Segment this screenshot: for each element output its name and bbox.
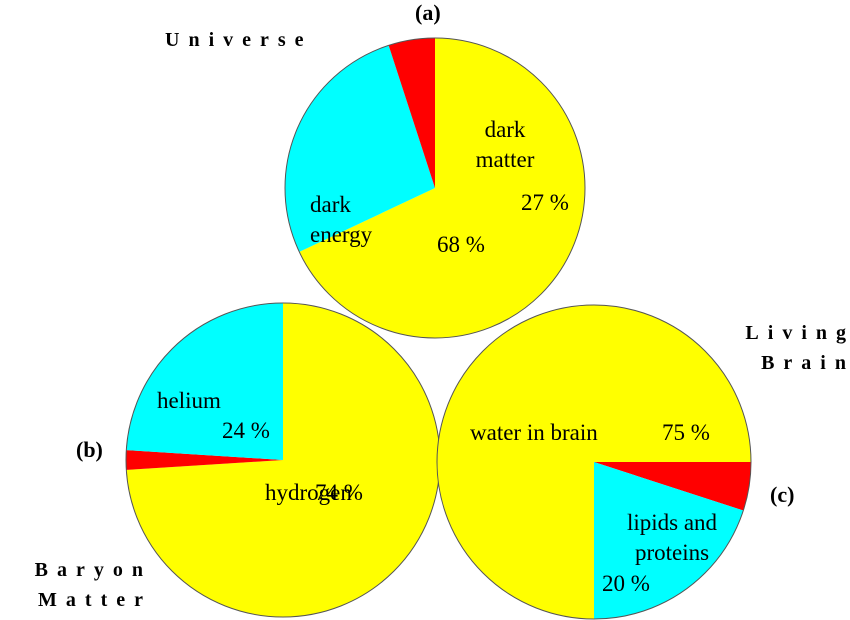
- value-label: 74 %: [315, 480, 363, 505]
- slice-label: hydrogen: [265, 480, 352, 505]
- pie-title: Baryon Matter: [34, 559, 152, 611]
- slice-label: helium: [157, 388, 221, 413]
- value-label: 27 %: [521, 190, 569, 215]
- value-label: 68 %: [437, 232, 485, 257]
- slice-label: lipids and proteins: [626, 510, 718, 565]
- panel-label: (a): [415, 0, 441, 25]
- value-label: 24 %: [222, 418, 270, 443]
- panel-label: (b): [76, 437, 103, 462]
- pie-slice: [388, 38, 435, 188]
- pie-outline: [436, 304, 752, 620]
- slice-label: dark matter: [475, 117, 535, 172]
- slice-label: dark energy: [310, 192, 373, 247]
- value-label: 75 %: [662, 420, 710, 445]
- pie-title: Universe: [165, 29, 313, 51]
- pie-slice: [299, 38, 585, 339]
- pie-slice: [126, 303, 441, 617]
- value-label: 20 %: [602, 571, 650, 596]
- panel-label: (c): [770, 482, 795, 507]
- pie-slice: [126, 450, 283, 470]
- pie-slice: [594, 462, 751, 511]
- pie-title: Living Brain: [745, 322, 850, 374]
- pie-slice: [285, 45, 435, 252]
- pie-slice: [126, 303, 283, 460]
- pie-slice: [437, 305, 751, 619]
- slice-label: water in brain: [470, 420, 598, 445]
- pie-outline: [284, 37, 586, 339]
- pie-slice: [594, 462, 744, 619]
